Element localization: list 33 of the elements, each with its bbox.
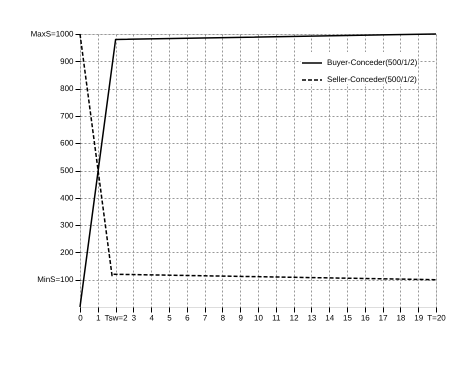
y-tick-label: 500 [60, 166, 74, 175]
x-tick-label: Tsw=2 [104, 314, 128, 322]
legend-label: Buyer-Conceder(500/1/2) [327, 58, 418, 67]
y-tick-label: 300 [60, 220, 74, 230]
y-tick-label: MaxS=1000 [30, 30, 74, 38]
x-tick-label: 4 [149, 314, 154, 322]
x-tick-label: 11 [272, 314, 281, 322]
y-tick-label: 400 [60, 193, 74, 202]
legend-label: Seller-Conceder(500/1/2) [327, 75, 418, 84]
x-tick-label: 7 [202, 314, 208, 322]
x-tick-label: 9 [238, 314, 244, 322]
x-tick-label: 15 [343, 314, 352, 322]
x-tick-label: 10 [254, 314, 264, 322]
x-tick-label: 13 [307, 314, 317, 322]
x-tick-label: 17 [378, 314, 388, 322]
x-tick-label: 19 [414, 314, 424, 322]
y-tick-label: 600 [60, 138, 74, 148]
y-tick-label: 900 [60, 56, 74, 66]
y-tick-label: MinS=100 [37, 275, 74, 284]
y-tick-label: 700 [60, 111, 74, 120]
x-tick-label: 16 [360, 314, 370, 322]
x-tick-label: 0 [78, 314, 84, 322]
y-tick-label: 200 [60, 248, 74, 257]
x-tick-label: 12 [290, 314, 300, 322]
x-tick-label: 14 [325, 314, 335, 322]
x-tick-label: 18 [396, 314, 406, 322]
x-tick-label: 8 [220, 314, 226, 322]
x-tick-label: T=20 [427, 314, 446, 322]
x-tick-label: 1 [96, 314, 102, 322]
x-tick-label: 6 [185, 314, 190, 322]
y-tick-label: 800 [60, 84, 74, 94]
x-tick-label: 5 [167, 314, 172, 322]
x-tick-label: 3 [132, 314, 137, 322]
